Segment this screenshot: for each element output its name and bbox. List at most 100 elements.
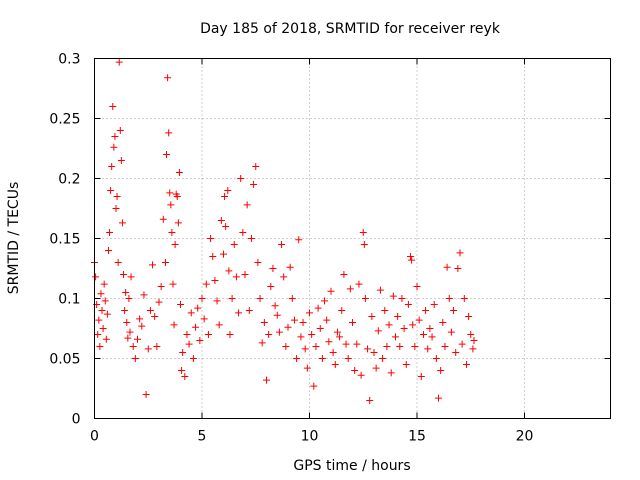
data-point	[127, 273, 135, 281]
data-point	[207, 235, 215, 242]
data-point	[359, 229, 367, 236]
data-point	[138, 322, 146, 330]
data-point	[323, 316, 331, 324]
data-point	[383, 343, 391, 350]
data-point	[394, 313, 402, 320]
data-point	[178, 367, 186, 374]
data-point	[146, 307, 154, 314]
data-point	[159, 215, 167, 223]
data-point	[247, 235, 255, 242]
data-point	[92, 273, 100, 281]
data-point	[325, 338, 333, 346]
data-point	[157, 283, 165, 290]
x-tick-label: 20	[516, 429, 534, 445]
data-point	[340, 271, 348, 278]
data-point	[344, 355, 352, 362]
y-tick-label: 0.15	[49, 232, 80, 248]
data-point	[413, 283, 421, 290]
data-points	[91, 58, 478, 404]
data-point	[166, 189, 174, 197]
data-point	[101, 297, 109, 305]
data-point	[97, 290, 105, 298]
data-point	[221, 193, 229, 200]
data-point	[153, 343, 161, 350]
data-point	[443, 263, 451, 271]
data-point	[194, 304, 202, 312]
data-point	[470, 337, 478, 344]
data-point	[360, 241, 368, 248]
data-point	[402, 361, 410, 368]
data-point	[267, 283, 275, 290]
data-point	[462, 361, 470, 368]
data-point	[258, 339, 266, 347]
data-point	[265, 331, 273, 338]
data-point	[225, 267, 233, 275]
data-point	[118, 219, 126, 227]
data-point	[204, 331, 212, 338]
data-point	[179, 349, 187, 356]
data-point	[187, 309, 195, 317]
data-point	[108, 163, 116, 170]
data-point	[303, 364, 311, 372]
data-point	[189, 355, 197, 362]
data-point	[192, 323, 200, 331]
data-point	[142, 391, 150, 398]
data-point	[134, 335, 141, 343]
data-point	[169, 280, 177, 288]
data-point	[126, 328, 134, 336]
data-point	[430, 301, 438, 308]
data-point	[366, 397, 374, 404]
data-point	[115, 58, 123, 66]
data-point	[144, 345, 152, 353]
data-point	[103, 310, 111, 318]
data-point	[456, 249, 464, 257]
data-point	[165, 129, 173, 137]
data-point	[200, 315, 208, 323]
data-point	[121, 307, 129, 314]
data-point	[415, 316, 423, 324]
data-point	[164, 74, 172, 82]
data-point	[387, 369, 395, 377]
data-point	[280, 273, 288, 281]
data-point	[349, 319, 356, 326]
data-point	[124, 334, 132, 342]
y-tick-label: 0.1	[58, 292, 80, 308]
data-point	[338, 307, 346, 314]
data-point	[131, 355, 139, 362]
data-point	[104, 247, 112, 254]
data-point	[284, 323, 292, 331]
data-point	[314, 304, 322, 312]
y-tick-label: 0.2	[58, 172, 80, 188]
data-point	[136, 315, 144, 323]
data-point	[422, 307, 430, 314]
data-point	[222, 223, 230, 230]
data-point	[183, 331, 191, 338]
data-point	[385, 321, 393, 329]
data-point	[129, 343, 137, 350]
data-point	[299, 319, 307, 326]
data-point	[364, 345, 372, 353]
data-point	[243, 201, 251, 209]
data-point	[170, 321, 178, 329]
data-point	[161, 259, 169, 266]
data-point	[376, 286, 384, 294]
data-point	[392, 333, 399, 341]
data-point	[241, 271, 249, 278]
data-point	[196, 337, 204, 344]
data-point	[226, 331, 234, 338]
data-point	[245, 307, 253, 314]
data-point	[454, 265, 462, 272]
data-point	[331, 361, 339, 368]
data-point	[469, 345, 477, 353]
data-point	[94, 331, 102, 338]
data-point	[389, 292, 397, 300]
data-point	[167, 201, 175, 209]
data-point	[437, 367, 445, 374]
data-point	[357, 371, 365, 379]
data-point	[100, 280, 108, 288]
chart-title: Day 185 of 2018, SRMTID for receiver rey…	[200, 21, 501, 37]
data-point	[254, 259, 262, 266]
data-point	[368, 313, 376, 320]
data-point	[256, 295, 264, 302]
data-point	[252, 163, 260, 170]
